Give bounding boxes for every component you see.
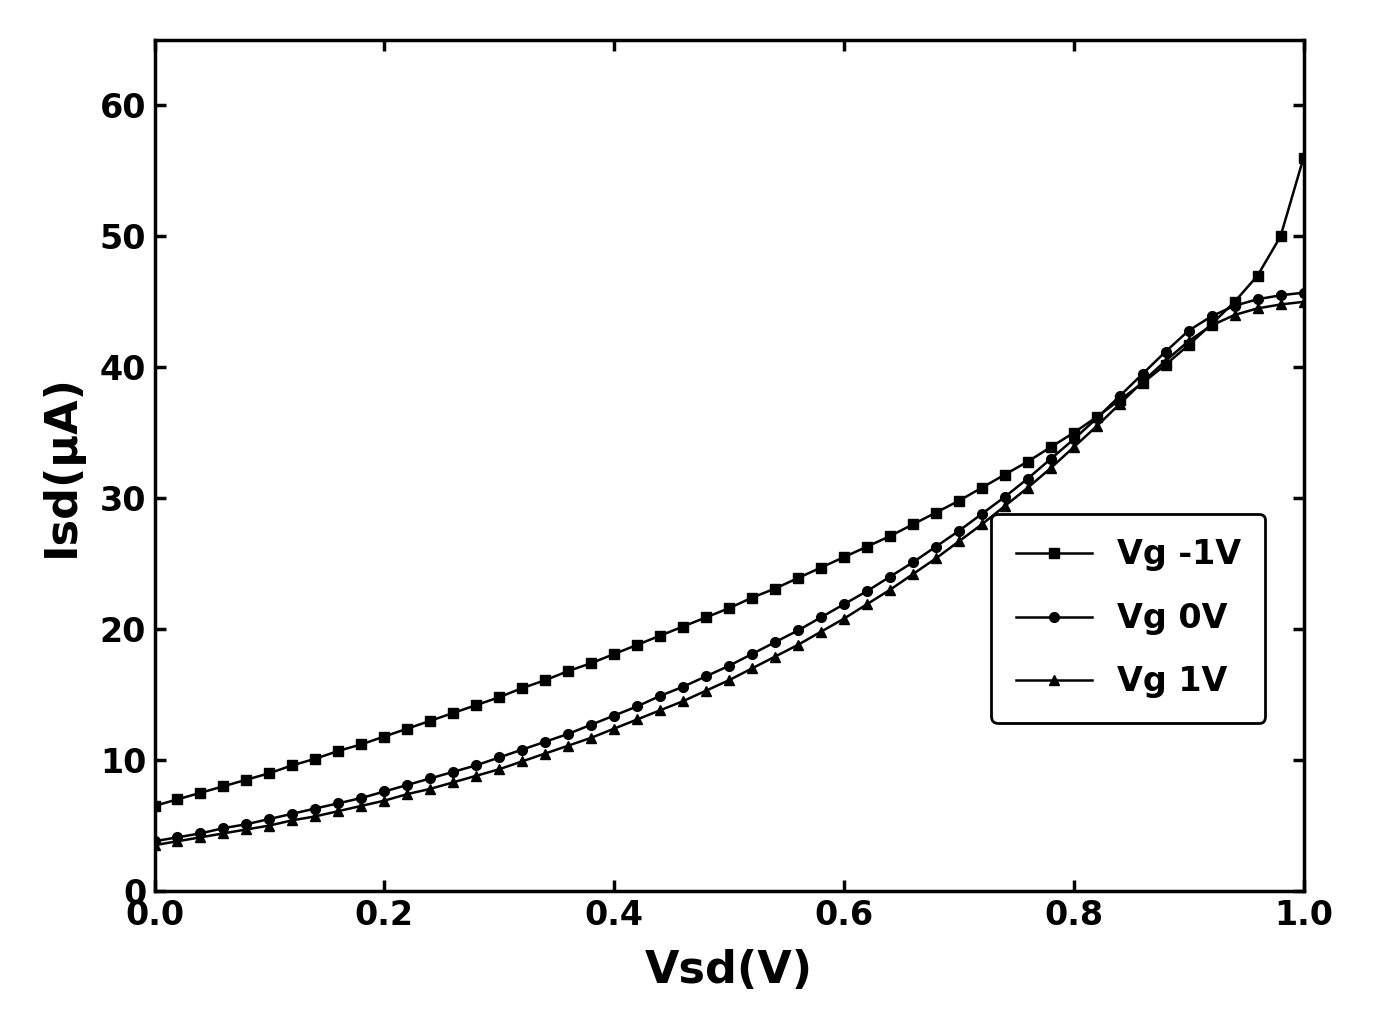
Vg 0V: [973, 508, 990, 520]
Vg -1V: [1273, 230, 1289, 243]
Vg 1V: [514, 755, 530, 768]
Line: Vg 1V: Vg 1V: [150, 297, 1308, 850]
Vg 1V: [1295, 295, 1311, 308]
Vg 1V: [973, 518, 990, 530]
Vg 0V: [147, 835, 163, 847]
Y-axis label: Isd(μA): Isd(μA): [40, 374, 82, 557]
Vg -1V: [400, 722, 416, 735]
Vg 1V: [905, 568, 921, 580]
Vg 0V: [514, 743, 530, 755]
Vg -1V: [514, 682, 530, 695]
Vg 1V: [147, 839, 163, 851]
X-axis label: Vsd(V): Vsd(V): [645, 949, 813, 992]
Vg 1V: [492, 763, 508, 775]
Vg 0V: [905, 556, 921, 569]
Vg 0V: [1273, 289, 1289, 301]
Vg -1V: [1295, 152, 1311, 164]
Vg 0V: [492, 751, 508, 764]
Legend: Vg -1V, Vg 0V, Vg 1V: Vg -1V, Vg 0V, Vg 1V: [991, 514, 1266, 722]
Vg 1V: [400, 787, 416, 800]
Line: Vg -1V: Vg -1V: [150, 153, 1308, 811]
Vg 0V: [1295, 287, 1311, 299]
Vg -1V: [973, 482, 990, 494]
Line: Vg 0V: Vg 0V: [150, 288, 1308, 846]
Vg 0V: [400, 779, 416, 792]
Vg -1V: [147, 800, 163, 812]
Vg -1V: [905, 518, 921, 530]
Vg 1V: [1273, 298, 1289, 311]
Vg -1V: [492, 691, 508, 704]
